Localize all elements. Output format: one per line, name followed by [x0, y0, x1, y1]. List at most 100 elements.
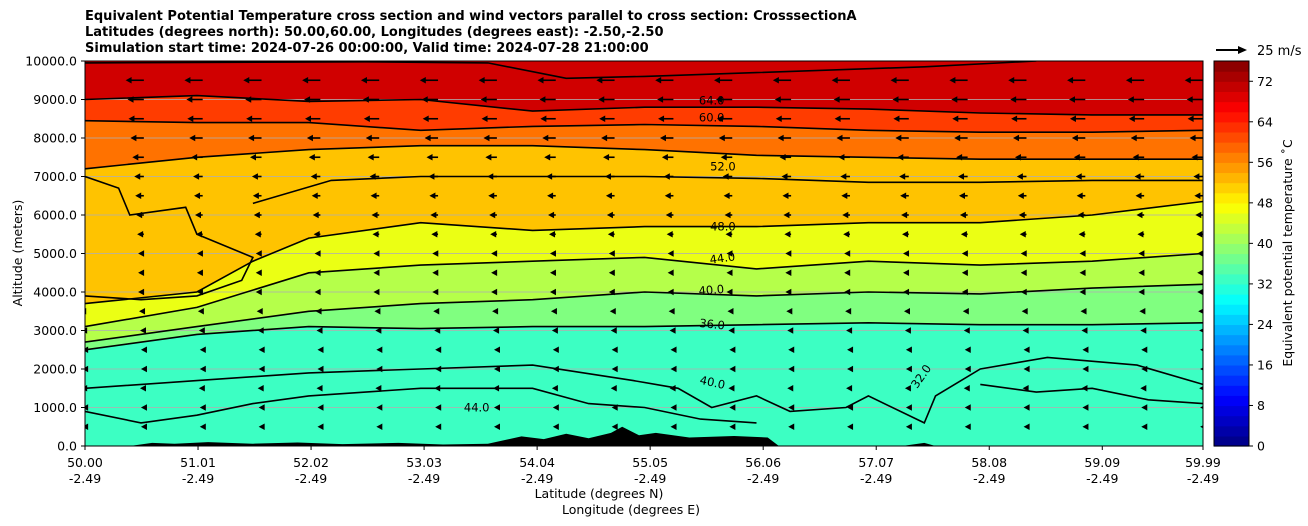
wind-arrow	[551, 385, 558, 392]
colorbar-label: Equivalent potential temperature ˚C	[1280, 139, 1295, 367]
colorbar-swatch	[1214, 81, 1249, 92]
wind-arrow-head	[958, 173, 965, 180]
y-axis: 0.0 1000.0 2000.0 3000.0 4000.0 5000.0 6000.0 7…	[25, 54, 85, 454]
wind-arrow	[485, 154, 497, 161]
wind-arrow	[428, 173, 439, 180]
wind-arrow	[774, 96, 792, 103]
wind-arrow	[1200, 425, 1203, 429]
colorbar-tick-label: 32	[1257, 276, 1273, 291]
wind-arrow-head	[198, 327, 205, 334]
wind-arrow-head	[658, 115, 665, 122]
wind-arrow-head	[551, 327, 558, 334]
wind-arrow-head	[258, 365, 265, 373]
wind-arrow-head	[847, 365, 854, 373]
wind-arrow-head	[904, 327, 911, 334]
wind-arrow	[421, 96, 439, 103]
wind-arrow-head	[540, 115, 547, 122]
contour-64	[85, 94, 1203, 116]
x-tick-label-lat: 59.09	[1084, 455, 1120, 470]
wind-arrow	[432, 269, 439, 276]
wind-arrow-head	[85, 404, 89, 411]
wind-arrow-head	[670, 404, 677, 411]
wind-arrow	[549, 250, 556, 257]
wind-arrow	[137, 231, 144, 238]
wind-arrow-head	[725, 231, 732, 238]
wind-arrow-head	[1186, 96, 1193, 103]
wind-arrow-head	[419, 77, 426, 84]
wind-arrow	[493, 327, 500, 334]
wind-arrow-head	[840, 173, 847, 180]
colorbar-swatch	[1214, 243, 1249, 255]
colorbar-tick-label: 56	[1257, 155, 1273, 170]
wind-arrow-head	[199, 404, 206, 411]
contour-36	[85, 321, 1203, 351]
wind-arrow	[1184, 77, 1203, 84]
wind-arrow	[833, 96, 850, 103]
wind-arrow	[902, 231, 909, 238]
wind-arrow-head	[899, 173, 906, 180]
wind-arrow-head	[657, 96, 664, 103]
wind-arrow	[596, 77, 615, 84]
wind-arrow	[1075, 173, 1086, 180]
wind-arrow-head	[194, 192, 201, 199]
colorbar-swatch	[1214, 415, 1249, 427]
wind-arrow-head	[1189, 134, 1196, 142]
wind-arrow-head	[433, 308, 440, 315]
wind-arrow-head	[196, 250, 203, 257]
wind-arrow-head	[1141, 423, 1148, 430]
wind-arrow-head	[373, 269, 380, 276]
x-tick-label-lat: 53.03	[406, 455, 442, 470]
wind-arrow-head	[902, 231, 909, 238]
wind-arrow	[840, 173, 850, 180]
y-tick-label: 3000.0	[33, 323, 77, 338]
wind-arrow	[961, 288, 968, 296]
wind-arrow	[552, 404, 559, 411]
colorbar-swatch	[1214, 294, 1249, 305]
wind-arrow	[961, 269, 968, 276]
wind-arrow	[1128, 115, 1145, 122]
x-axis-label-latitude: Latitude (degrees N)	[535, 486, 664, 501]
wind-arrow	[601, 134, 615, 142]
wind-arrow-head	[308, 154, 315, 161]
wind-arrow-head	[422, 115, 429, 122]
colorbar-swatch	[1214, 354, 1249, 366]
wind-arrow	[903, 269, 910, 276]
wind-arrow	[599, 115, 615, 122]
wind-arrow	[669, 327, 676, 334]
wind-arrow	[952, 115, 968, 122]
wind-arrow	[1186, 96, 1203, 103]
wind-arrow	[842, 211, 850, 219]
wind-arrow	[371, 211, 380, 219]
wind-arrow	[140, 404, 147, 411]
x-tick-label-lon: -2.49	[408, 471, 440, 486]
y-tick-label: 1000.0	[33, 400, 77, 415]
wind-arrow-head	[726, 288, 733, 296]
wind-arrow	[429, 192, 439, 199]
wind-arrow	[544, 154, 556, 161]
wind-arrow-head	[1023, 365, 1030, 373]
wind-arrow-head	[313, 231, 320, 238]
wind-arrow-head	[788, 423, 795, 430]
wind-arrow	[661, 154, 674, 161]
wind-arrow	[1018, 211, 1027, 219]
wind-arrow	[608, 288, 615, 296]
wind-arrow	[903, 288, 910, 296]
colorbar-swatch	[1214, 314, 1249, 326]
wind-arrow-head	[1197, 250, 1203, 257]
wind-arrow-head	[777, 134, 784, 142]
wind-arrow	[360, 77, 380, 84]
wind-arrow	[1022, 385, 1029, 392]
wind-arrow	[547, 192, 556, 199]
wind-arrow	[725, 231, 733, 238]
wind-arrow	[132, 154, 144, 161]
wind-arrow	[847, 365, 854, 373]
wind-arrow	[435, 365, 442, 373]
wind-arrow	[422, 115, 439, 122]
colorbar-swatch	[1214, 385, 1249, 396]
contour-label: 44.0	[464, 400, 490, 414]
wind-arrow	[374, 308, 381, 315]
wind-arrow	[667, 288, 674, 296]
wind-arrow	[846, 327, 853, 334]
wind-arrow-head	[605, 192, 612, 199]
wind-arrow-head	[317, 423, 324, 430]
